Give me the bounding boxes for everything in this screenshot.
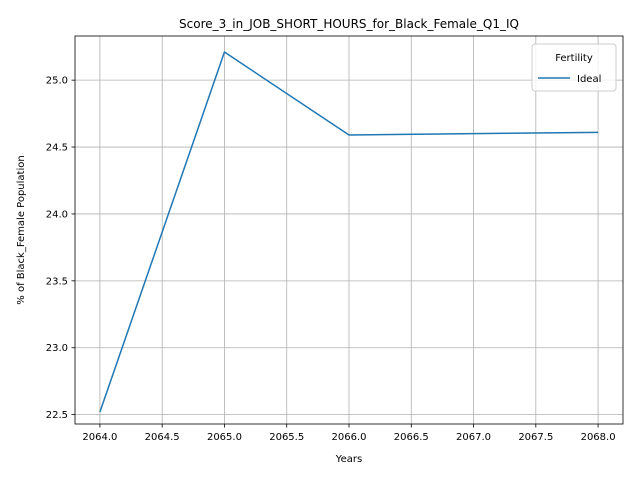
x-tick-label: 2065.0 bbox=[207, 432, 242, 443]
chart-title: Score_3_in_JOB_SHORT_HOURS_for_Black_Fem… bbox=[179, 17, 519, 31]
y-tick-label: 22.5 bbox=[46, 410, 68, 421]
y-tick-label: 24.5 bbox=[46, 143, 68, 154]
y-tick-label: 23.5 bbox=[46, 276, 68, 287]
x-tick-label: 2066.0 bbox=[332, 432, 367, 443]
legend: Fertility Ideal bbox=[531, 43, 617, 92]
y-axis-label: % of Black_Female Population bbox=[16, 155, 27, 304]
x-tick-label: 2064.0 bbox=[82, 432, 117, 443]
grid-lines bbox=[75, 36, 623, 424]
legend-label-ideal: Ideal bbox=[577, 74, 601, 85]
y-tick-label: 23.0 bbox=[46, 343, 68, 354]
x-tick-label: 2067.5 bbox=[518, 432, 553, 443]
y-tick-label: 24.0 bbox=[46, 209, 68, 220]
tick-layer: 2064.0 2064.5 2065.0 2065.5 2066.0 2066.5 2067… bbox=[46, 76, 616, 443]
series-line-ideal bbox=[99, 51, 599, 413]
x-tick-label: 2067.0 bbox=[456, 432, 491, 443]
x-tick-label: 2065.5 bbox=[269, 432, 304, 443]
legend-title: Fertility bbox=[555, 53, 593, 64]
y-tick-label: 25.0 bbox=[46, 76, 68, 87]
x-axis-label: Years bbox=[335, 454, 362, 465]
x-tick-label: 2064.5 bbox=[145, 432, 180, 443]
x-tick-label: 2066.5 bbox=[394, 432, 429, 443]
legend-box bbox=[531, 43, 617, 92]
x-tick-label: 2068.0 bbox=[581, 432, 616, 443]
series-layer bbox=[99, 51, 599, 413]
